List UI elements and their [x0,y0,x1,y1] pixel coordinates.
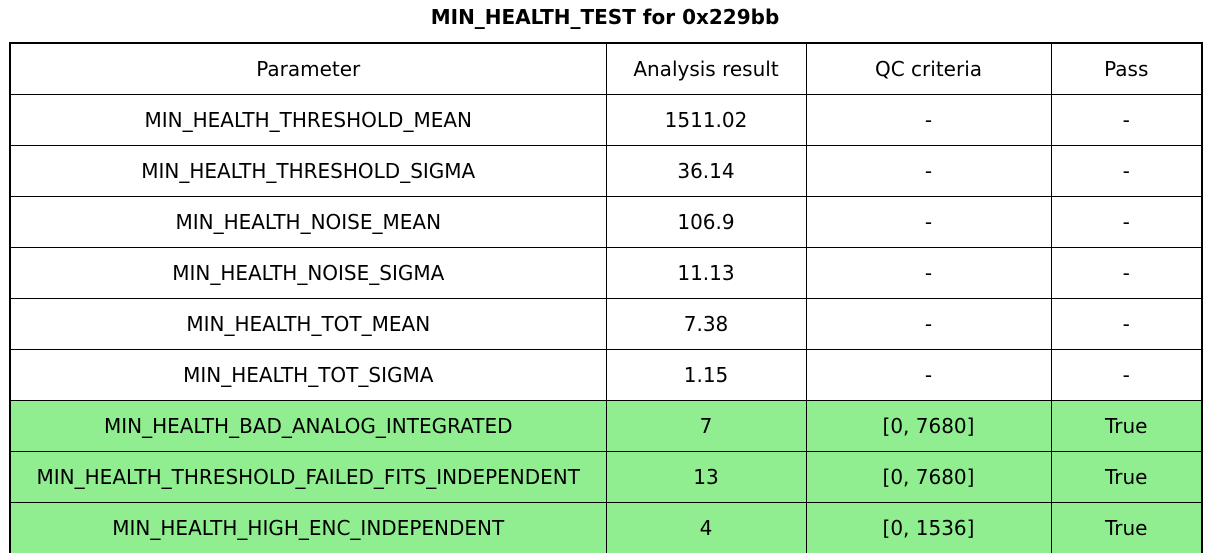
pass-cell: - [1050,196,1203,248]
result-cell: 11.13 [605,247,807,299]
result-cell: 7.38 [605,298,807,350]
qc-cell: [0, 7680] [805,451,1052,503]
param-cell: MIN_HEALTH_THRESHOLD_MEAN [9,94,607,146]
param-cell: MIN_HEALTH_HIGH_ENC_INDEPENDENT [9,502,607,553]
qc-cell: - [805,196,1052,248]
qc-cell: - [805,145,1052,197]
table-row: MIN_HEALTH_THRESHOLD_SIGMA 36.14 - - [9,145,1203,197]
table-row: MIN_HEALTH_THRESHOLD_MEAN 1511.02 - - [9,94,1203,146]
pass-cell: True [1050,400,1203,452]
result-cell: 106.9 [605,196,807,248]
table-row: MIN_HEALTH_TOT_SIGMA 1.15 - - [9,349,1203,401]
pass-cell: True [1050,451,1203,503]
result-cell: 36.14 [605,145,807,197]
result-cell: 7 [605,400,807,452]
param-cell: MIN_HEALTH_TOT_SIGMA [9,349,607,401]
table-row-pass: MIN_HEALTH_THRESHOLD_FAILED_FITS_INDEPEN… [9,451,1203,503]
pass-cell: True [1050,502,1203,553]
pass-cell: - [1050,145,1203,197]
table-row: MIN_HEALTH_NOISE_MEAN 106.9 - - [9,196,1203,248]
param-cell: MIN_HEALTH_NOISE_SIGMA [9,247,607,299]
col-header-pass: Pass [1050,42,1203,95]
result-cell: 13 [605,451,807,503]
page-title: MIN_HEALTH_TEST for 0x229bb [430,5,780,29]
qc-cell: [0, 7680] [805,400,1052,452]
table-row-pass: MIN_HEALTH_HIGH_ENC_INDEPENDENT 4 [0, 15… [9,502,1203,553]
param-cell: MIN_HEALTH_TOT_MEAN [9,298,607,350]
pass-cell: - [1050,247,1203,299]
header-row: Parameter Analysis result QC criteria Pa… [9,42,1203,95]
qc-cell: - [805,349,1052,401]
qc-cell: - [805,298,1052,350]
param-cell: MIN_HEALTH_THRESHOLD_FAILED_FITS_INDEPEN… [9,451,607,503]
pass-cell: - [1050,94,1203,146]
pass-cell: - [1050,298,1203,350]
qc-results-table: Parameter Analysis result QC criteria Pa… [9,42,1203,553]
param-cell: MIN_HEALTH_NOISE_MEAN [9,196,607,248]
pass-cell: - [1050,349,1203,401]
col-header-parameter: Parameter [9,42,607,95]
param-cell: MIN_HEALTH_THRESHOLD_SIGMA [9,145,607,197]
table-row: MIN_HEALTH_NOISE_SIGMA 11.13 - - [9,247,1203,299]
qc-cell: - [805,94,1052,146]
param-cell: MIN_HEALTH_BAD_ANALOG_INTEGRATED [9,400,607,452]
qc-cell: [0, 1536] [805,502,1052,553]
table-row: MIN_HEALTH_TOT_MEAN 7.38 - - [9,298,1203,350]
col-header-qc-criteria: QC criteria [805,42,1052,95]
result-cell: 1511.02 [605,94,807,146]
result-cell: 4 [605,502,807,553]
col-header-analysis-result: Analysis result [605,42,807,95]
table-row-pass: MIN_HEALTH_BAD_ANALOG_INTEGRATED 7 [0, 7… [9,400,1203,452]
result-cell: 1.15 [605,349,807,401]
qc-cell: - [805,247,1052,299]
